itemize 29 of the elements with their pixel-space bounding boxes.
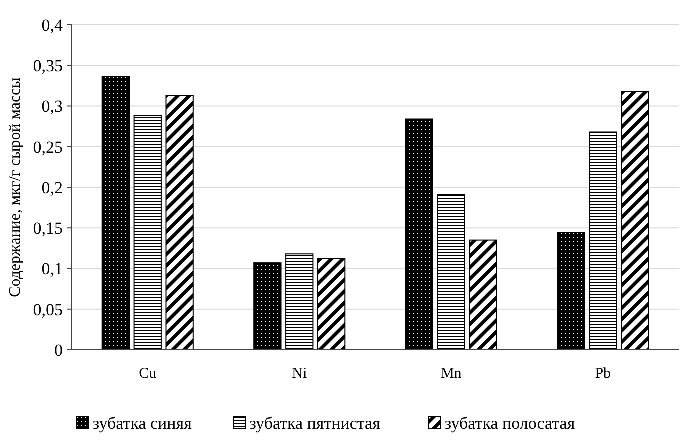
bar (437, 194, 466, 350)
x-tick-label: Mn (440, 366, 462, 382)
bar (557, 232, 586, 350)
legend-label: зубатка синяя (92, 414, 192, 433)
y-tick-label: 0,15 (33, 219, 63, 238)
y-tick-label: 0,4 (42, 16, 64, 35)
bar (317, 258, 346, 350)
bar (134, 116, 162, 350)
y-tick-label: 0 (54, 340, 63, 360)
bar (620, 91, 650, 350)
y-tick-label: 0,05 (33, 300, 63, 320)
bar (166, 95, 194, 350)
legend-label: зубатка полосатая (444, 414, 576, 433)
bar (405, 118, 434, 350)
bar (469, 240, 498, 350)
x-tick-label: Ni (292, 366, 308, 382)
y-tick-label: 0,35 (33, 56, 63, 76)
bar (286, 254, 314, 350)
x-tick-label: Pb (595, 366, 612, 382)
y-tick-label: 0,3 (42, 97, 63, 116)
y-tick-label: 0,2 (42, 178, 63, 198)
bar (102, 76, 130, 350)
x-tick-label: Cu (139, 366, 158, 382)
bar (589, 132, 618, 350)
y-tick-label: 0,25 (33, 138, 63, 157)
bar (254, 262, 282, 350)
y-axis-title: Содержание, мкг/г сырой массы (7, 77, 24, 298)
legend-label: зубатка пятнистая (250, 414, 381, 433)
y-tick-label: 0,1 (42, 260, 63, 279)
